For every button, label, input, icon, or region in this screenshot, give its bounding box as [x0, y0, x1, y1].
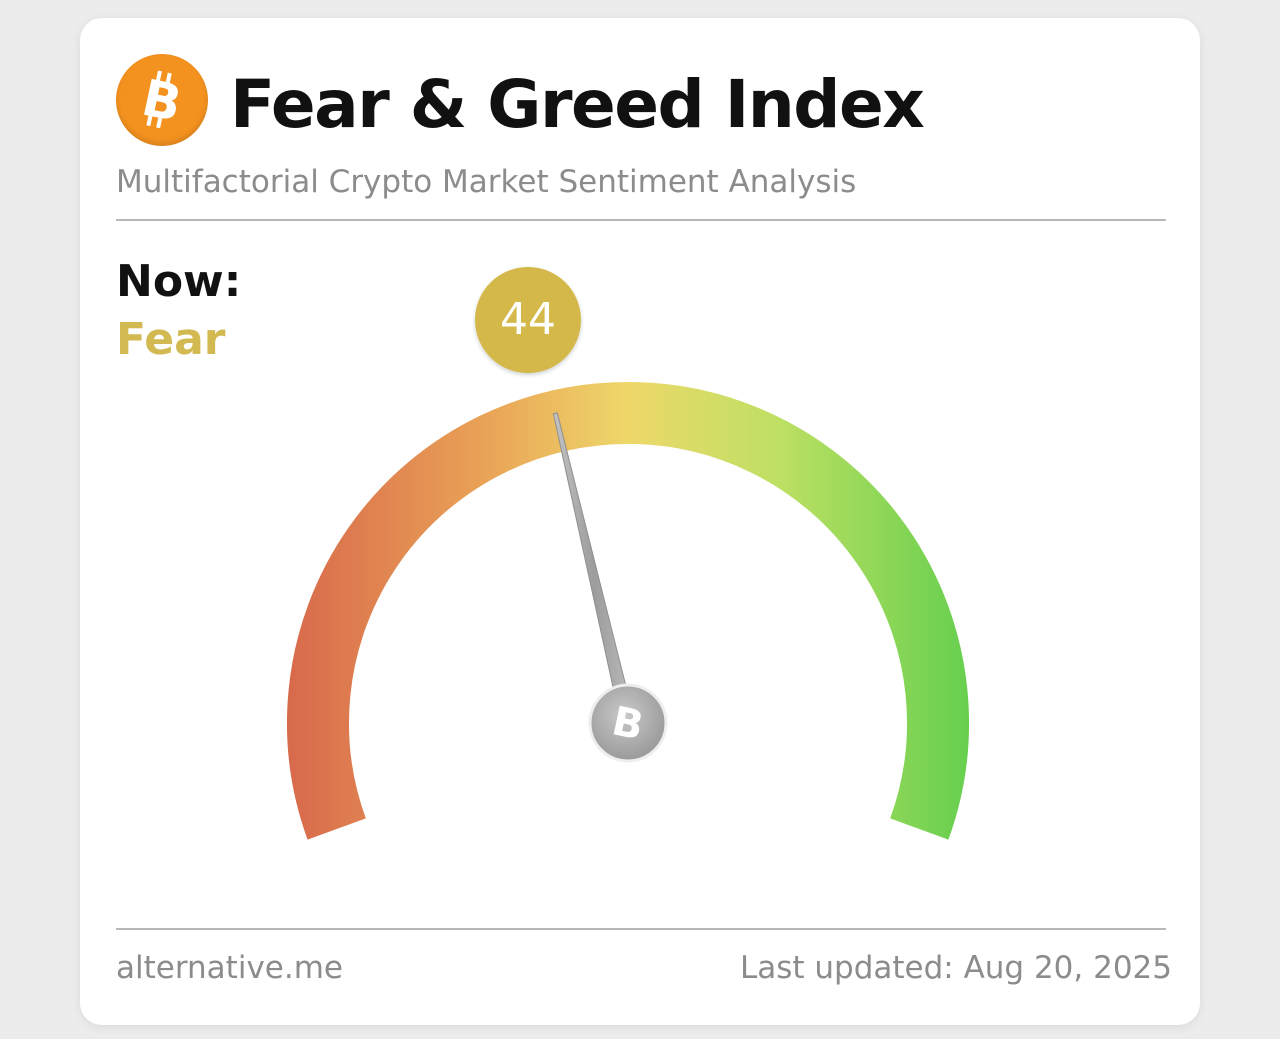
- header-divider: [116, 219, 1166, 221]
- gauge-needle: [552, 412, 636, 726]
- source-link[interactable]: alternative.me: [116, 950, 343, 986]
- now-label: Now:: [116, 256, 242, 307]
- gauge-arc: [287, 381, 969, 840]
- fear-greed-card: B Fear & Greed Index Multifactorial Cryp…: [80, 18, 1200, 1025]
- page-subtitle: Multifactorial Crypto Market Sentiment A…: [116, 164, 857, 200]
- index-value-badge: 44: [475, 267, 581, 373]
- sentiment-gauge: B: [287, 381, 969, 840]
- bitcoin-icon: B: [116, 54, 208, 146]
- last-updated: Last updated: Aug 20, 2025: [739, 950, 1172, 986]
- page-title: Fear & Greed Index: [230, 66, 925, 143]
- gauge-hub: B: [588, 683, 668, 763]
- footer-divider: [116, 928, 1166, 930]
- sentiment-classification: Fear: [116, 314, 226, 365]
